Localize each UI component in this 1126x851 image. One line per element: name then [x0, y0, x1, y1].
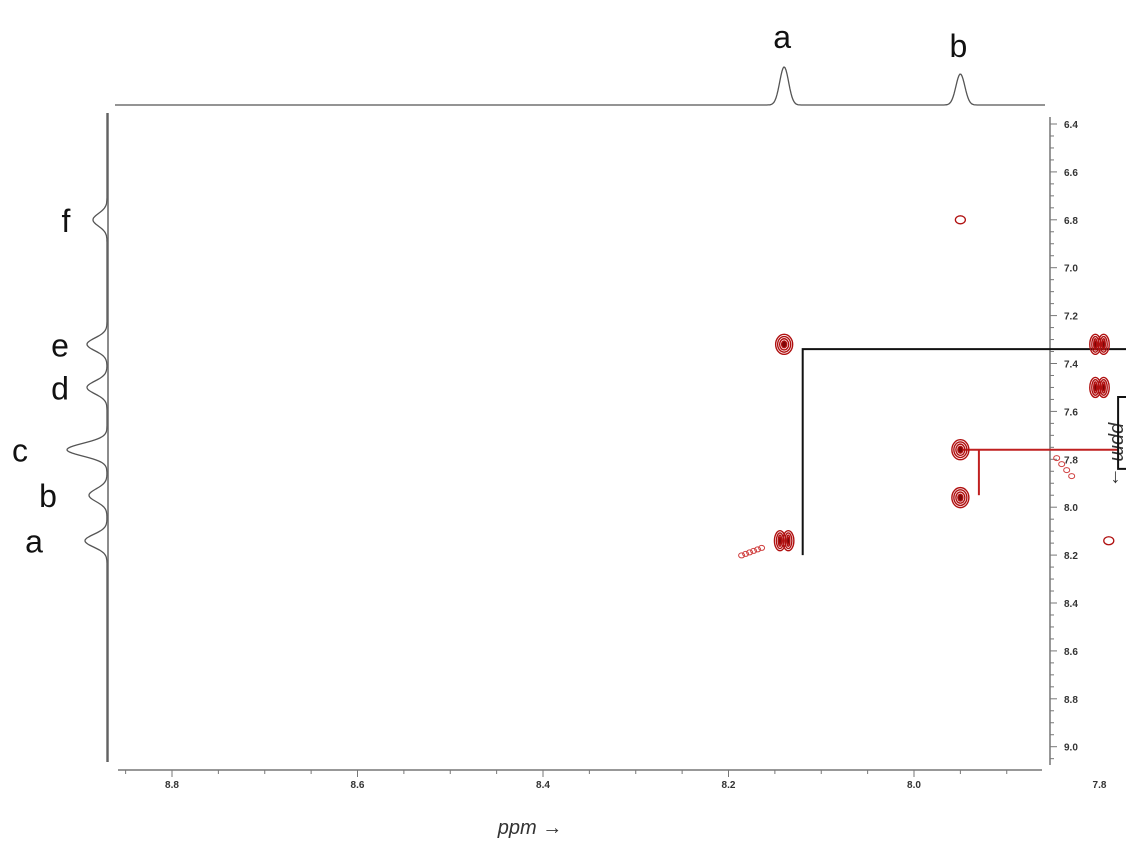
cross-peak-contour — [782, 530, 795, 552]
cross-peak-contour — [951, 439, 970, 461]
cross-peak-contour — [775, 532, 785, 550]
connectivity-paths — [801, 348, 1126, 556]
cross-peak-contour — [780, 340, 788, 349]
cross-peak-contour — [953, 441, 968, 459]
cross-peak-contour — [1089, 376, 1102, 399]
cross-peak — [1103, 536, 1115, 546]
y-tick-label: 7.2 — [1064, 312, 1078, 323]
x-tick-label: 8.2 — [722, 780, 736, 791]
cross-peak-contour — [1099, 335, 1108, 353]
cross-peak — [951, 439, 970, 461]
cross-peak — [954, 215, 967, 225]
y-tick-label: 7.8 — [1064, 455, 1078, 466]
cross-peak-contour — [1089, 333, 1102, 356]
y-tick-label: 6.6 — [1064, 168, 1078, 179]
x-tick-label: 8.0 — [907, 780, 921, 791]
y-tick-label: 7.0 — [1064, 264, 1078, 275]
cross-peak-contour — [954, 215, 967, 225]
x-tick-label: 8.6 — [351, 780, 365, 791]
x-tick-label: 7.8 — [1093, 780, 1107, 791]
diagonal-tail-contour — [1063, 467, 1071, 474]
cross-peak-contour — [1091, 335, 1100, 353]
peak-labels: aabbccddeeff — [12, 19, 967, 560]
axes: 8.88.68.48.28.07.87.67.47.27.06.86.66.46… — [107, 113, 1126, 839]
y-tick-label: 8.2 — [1064, 551, 1078, 562]
y-axis-title: ppm → — [1107, 422, 1126, 487]
cross-peak — [773, 530, 795, 552]
diagonal-tail-contour — [738, 552, 746, 559]
cross-peak-contour — [955, 491, 966, 504]
cross-peak — [774, 333, 794, 356]
cross-peak-contour — [774, 333, 794, 356]
cross-peaks — [738, 215, 1115, 559]
cross-peak — [1089, 376, 1110, 399]
diagonal-tail-contour — [754, 546, 762, 553]
diagonal-tail-contour — [758, 544, 766, 551]
y-tick-label: 8.6 — [1064, 647, 1078, 658]
diagonal-tail-contour — [1058, 461, 1066, 468]
top-projection-spectrum — [115, 66, 1045, 106]
x-tick-label: 8.8 — [165, 780, 179, 791]
top-peak-label-b: b — [949, 28, 967, 64]
cross-peak-contour — [778, 338, 790, 351]
top-peak-label-a: a — [773, 19, 791, 55]
cross-peak-contour — [957, 445, 964, 454]
side-peak-label-f: f — [62, 203, 71, 239]
cross-peak-contour — [773, 530, 787, 552]
cross-peak — [951, 486, 970, 509]
y-tick-label: 6.8 — [1064, 216, 1078, 227]
y-tick-label: 7.4 — [1064, 360, 1078, 371]
x-axis-title: ppm → — [497, 817, 562, 839]
cross-peak-contour — [776, 335, 792, 353]
cross-peak-contour — [1097, 376, 1110, 399]
cross-peak-contour — [784, 532, 793, 550]
side-projection-spectrum — [66, 113, 108, 762]
y-tick-label: 8.0 — [1064, 503, 1078, 514]
y-tick-label: 8.4 — [1064, 599, 1078, 610]
side-peak-label-d: d — [51, 370, 69, 406]
cross-peak-contour — [777, 536, 783, 545]
cross-peak — [1089, 333, 1110, 356]
cross-peak-contour — [1101, 340, 1106, 349]
side-peak-label-e: e — [51, 327, 69, 363]
cross-peak-contour — [1099, 378, 1108, 396]
x-tick-label: 8.4 — [536, 780, 550, 791]
side-peak-label-c: c — [12, 433, 28, 469]
connectivity-path-black-3 — [801, 348, 1126, 556]
diagonal-tail-contour — [750, 547, 758, 554]
y-tick-label: 7.6 — [1064, 407, 1078, 418]
cross-peak-contour — [953, 489, 968, 507]
y-tick-label: 6.4 — [1064, 120, 1078, 131]
side-peak-label-a: a — [25, 524, 43, 560]
cross-peak-contour — [1101, 383, 1106, 392]
cross-peak-contour — [1091, 378, 1100, 396]
y-tick-label: 8.8 — [1064, 695, 1078, 706]
cross-peak-contour — [955, 443, 966, 457]
cross-peak-contour — [1093, 383, 1098, 392]
cross-peak-contour — [786, 536, 791, 545]
y-tick-label: 9.0 — [1064, 743, 1078, 754]
cross-peak-contour — [1103, 536, 1115, 546]
cross-peak-contour — [1097, 333, 1110, 356]
cross-peak-contour — [951, 486, 970, 509]
diagonal-tail-contour — [1068, 473, 1076, 480]
diagonal-tail-contour — [746, 549, 754, 556]
cross-peak-contour — [957, 493, 964, 502]
projection-spectra — [66, 66, 1045, 762]
side-peak-label-b: b — [39, 478, 57, 514]
diagonal-tail-contour — [1053, 455, 1061, 462]
diagonal-tail-contour — [742, 550, 750, 557]
cross-peak-contour — [1093, 340, 1098, 349]
